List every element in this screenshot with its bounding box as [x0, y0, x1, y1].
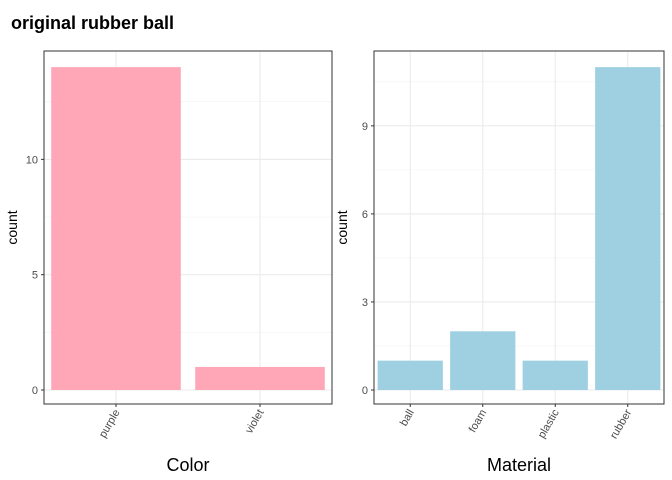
color-y-axis-title: count [4, 210, 20, 244]
figure-title: original rubber ball [11, 13, 174, 33]
material-x-axis-title: Material [487, 455, 551, 475]
color-x-axis-title: Color [166, 455, 209, 475]
y-tick-label: 0 [32, 385, 38, 397]
color-bar-purple [51, 67, 181, 391]
x-tick-label-purple: purple [97, 408, 123, 440]
x-tick-label-foam: foam [467, 408, 490, 435]
color-panel: 0 5 10 purple violet Color count [4, 50, 333, 475]
x-tick-label-ball: ball [398, 408, 417, 429]
y-tick-label: 5 [32, 270, 38, 282]
material-y-axis-title: count [334, 210, 350, 244]
y-tick-label: 3 [362, 297, 368, 309]
x-tick-label-plastic: plastic [536, 407, 562, 440]
x-tick-label-violet: violet [243, 408, 266, 436]
y-tick-label: 9 [362, 121, 368, 133]
material-panel: 0 3 6 9 ball foam plastic rubber Material count [334, 50, 665, 475]
y-tick-label: 6 [362, 209, 368, 221]
color-bar-violet [195, 366, 325, 390]
material-bar-foam [450, 331, 516, 390]
x-tick-label-rubber: rubber [608, 407, 634, 441]
y-tick-label: 10 [26, 154, 38, 166]
panel-border [43, 50, 333, 405]
material-bar-ball [377, 360, 443, 390]
y-tick-label: 0 [362, 385, 368, 397]
material-bar-plastic [522, 360, 588, 390]
material-bar-rubber [595, 67, 661, 391]
panel-border [373, 50, 665, 405]
